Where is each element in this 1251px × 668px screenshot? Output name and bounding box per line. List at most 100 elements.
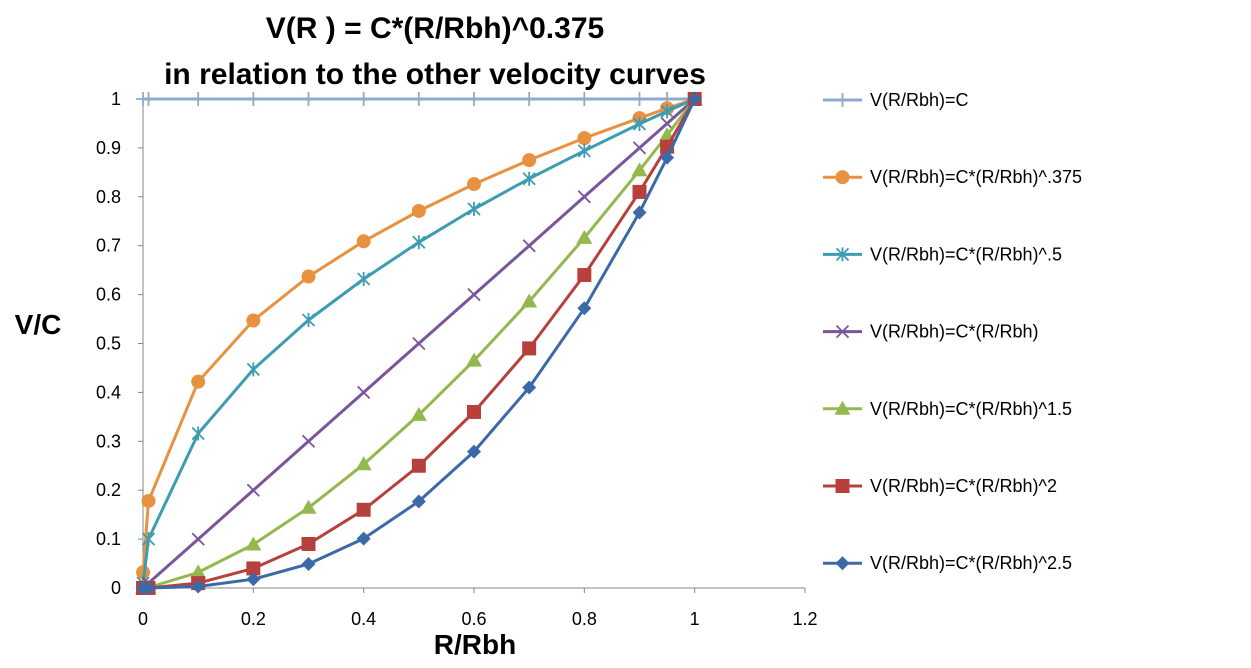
legend-marker [835, 170, 850, 185]
x-tick-label: 0.2 [241, 609, 266, 629]
data-point [357, 271, 371, 286]
legend-entry: V(R/Rbh)=C [823, 90, 969, 110]
x-tick-label: 1.2 [792, 609, 817, 629]
x-tick-label: 0.6 [461, 609, 486, 629]
legend: V(R/Rbh)=C V(R/Rbh)=C*(R/Rbh)^.375 V(R/Rbh… [823, 90, 1082, 573]
data-point [687, 92, 702, 106]
y-axis-title: V/C [15, 309, 62, 340]
data-point [355, 456, 372, 471]
legend-marker [835, 479, 850, 493]
legend-marker [835, 556, 850, 571]
data-point [411, 203, 426, 218]
legend-label: V(R/Rbh)=C*(R/Rbh)^.375 [870, 167, 1082, 187]
data-point [301, 269, 316, 284]
data-point [357, 385, 371, 400]
y-tick-label: 0.5 [96, 334, 121, 354]
data-point [141, 493, 156, 508]
data-point [246, 92, 261, 106]
data-point [467, 92, 481, 106]
data-point [246, 561, 261, 576]
data-point [632, 116, 647, 131]
data-point [301, 92, 316, 106]
data-point [632, 92, 647, 106]
data-point [467, 287, 481, 302]
legend-entry: V(R/Rbh)=C*(R/Rbh)^2 [823, 476, 1057, 496]
legend-label: V(R/Rbh)=C*(R/Rbh) [870, 322, 1039, 342]
y-tick-label: 1 [111, 89, 121, 109]
data-point [246, 313, 261, 328]
data-point [521, 293, 538, 308]
data-point [631, 162, 648, 177]
data-point [522, 171, 536, 186]
data-point [301, 434, 316, 448]
data-point [467, 404, 481, 419]
legend-marker [835, 324, 850, 339]
series-4 [136, 92, 702, 595]
data-point [660, 116, 674, 131]
legend-entry: V(R/Rbh)=C*(R/Rbh)^.5 [823, 244, 1062, 264]
legend-marker [834, 400, 851, 415]
y-tick-label: 0.7 [96, 236, 121, 256]
data-point [632, 141, 647, 155]
chart-subtitle: in relation to the other velocity curves [164, 58, 706, 91]
data-point [522, 153, 537, 168]
y-tick-label: 0 [111, 578, 121, 598]
legend-entry: V(R/Rbh)=C*(R/Rbh)^.375 [823, 167, 1082, 187]
data-point [300, 499, 317, 514]
data-point [660, 150, 675, 165]
data-point [245, 536, 262, 551]
legend-entry: V(R/Rbh)=C*(R/Rbh)^1.5 [823, 399, 1072, 419]
data-point [467, 202, 481, 217]
x-tick-label: 1 [690, 609, 700, 629]
data-point [356, 531, 371, 546]
data-point [191, 579, 206, 594]
data-point [301, 557, 316, 572]
data-point [356, 92, 371, 106]
data-point [410, 406, 427, 421]
plot-area: 0 0.1 0.2 0.3 0.4 0.5 0.6 0.7 0.8 0.9 1 0 0.2 0.4 0.6 0… [96, 89, 818, 629]
y-tick-label: 0.2 [96, 480, 121, 500]
data-point [301, 536, 316, 551]
legend-label: V(R/Rbh)=C*(R/Rbh)^2 [870, 476, 1057, 496]
data-point [191, 532, 205, 546]
data-point [522, 341, 537, 356]
data-point [467, 177, 481, 192]
chart-title: V(R ) = C*(R/Rbh)^0.375 [266, 12, 604, 45]
y-tick-label: 0.3 [96, 431, 121, 451]
data-point [577, 92, 592, 106]
data-point [191, 426, 205, 441]
data-point [141, 532, 156, 547]
series-7 [136, 92, 702, 595]
data-point [141, 92, 156, 106]
data-point [632, 205, 647, 220]
legend-entry: V(R/Rbh)=C*(R/Rbh) [823, 322, 1039, 342]
data-point [190, 564, 207, 579]
data-point [191, 92, 206, 106]
y-tick-label: 0.4 [96, 382, 121, 402]
data-point [522, 380, 537, 395]
data-point [576, 229, 593, 244]
data-point [660, 104, 674, 119]
data-point [356, 502, 371, 517]
x-axis-title: R/Rbh [434, 629, 516, 660]
data-point [412, 336, 426, 351]
legend-label: V(R/Rbh)=C [870, 90, 969, 110]
data-point [522, 239, 536, 253]
data-point [577, 131, 592, 146]
data-point [522, 92, 537, 106]
data-point [412, 235, 426, 250]
data-point [577, 190, 591, 204]
data-point [246, 572, 261, 587]
y-tick-label: 0.9 [96, 138, 121, 158]
y-tick-label: 0.8 [96, 187, 121, 207]
data-point [411, 92, 426, 106]
x-tick-label: 0.4 [351, 609, 376, 629]
legend-marker [835, 247, 850, 262]
x-tick-label: 0 [138, 609, 148, 629]
data-point [246, 362, 260, 377]
legend-label: V(R/Rbh)=C*(R/Rbh)^.5 [870, 244, 1062, 264]
data-point [577, 143, 591, 158]
legend-label: V(R/Rbh)=C*(R/Rbh)^1.5 [870, 399, 1072, 419]
legend-entry: V(R/Rbh)=C*(R/Rbh)^2.5 [823, 553, 1072, 573]
